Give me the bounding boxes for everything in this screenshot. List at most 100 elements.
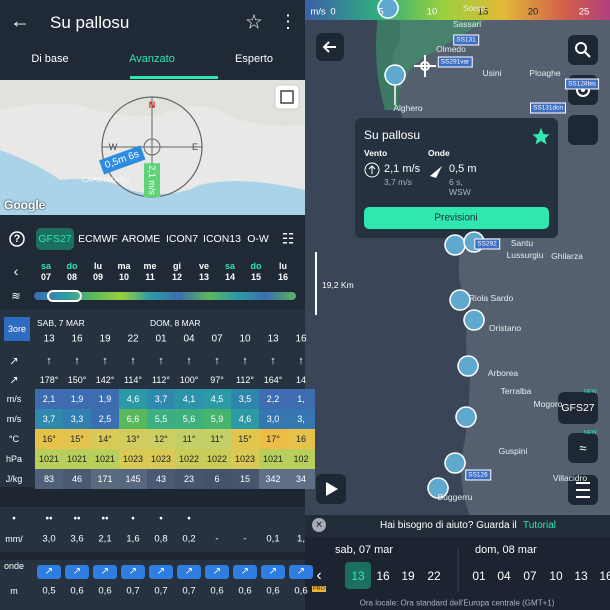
day-date: 13 (198, 272, 210, 282)
cell-value: 1,9 (70, 394, 84, 404)
cell-bg (147, 409, 175, 429)
row-unit: m (10, 586, 18, 596)
prev-button: ‹ (316, 567, 322, 584)
wave-arrow: ↗ (289, 565, 313, 579)
direction-arrow: ↑ (214, 355, 220, 367)
model-tab: AROME (121, 233, 161, 245)
day-name: do (250, 261, 262, 271)
wave-height: 0,7 (126, 585, 140, 597)
popup-wind-title: Vento (364, 148, 388, 158)
help-icon: ? (13, 233, 21, 245)
wave-arrow: ↗ (205, 565, 229, 579)
direction-arrow: ↑ (46, 355, 52, 367)
cell-value: 83 (43, 474, 55, 484)
forecast-button[interactable]: Previsioni (434, 212, 478, 224)
model-button[interactable]: GFS27 (561, 402, 595, 414)
cell-value: 6 (214, 474, 220, 484)
rain-value: 1, (297, 533, 305, 545)
model-tab: ICON7 (165, 233, 199, 245)
compass-west: W (108, 142, 118, 152)
compass-north: N (148, 100, 156, 110)
cell-value: 3,5 (238, 394, 252, 404)
wave-arrow: ↗ (93, 565, 117, 579)
cell-bg (231, 449, 259, 469)
hour: 16 (71, 333, 83, 345)
place-label: Oristano (488, 323, 522, 333)
cell-value: 1021 (66, 454, 88, 464)
cell-bg (287, 429, 315, 449)
tutorial-link[interactable]: Tutorial (523, 520, 556, 531)
day-date: 10 (118, 272, 130, 282)
wave-arrow: ↗ (233, 565, 257, 579)
cell-bg (147, 469, 175, 489)
help-text: Hai bisogno di aiuto? Guarda il (380, 520, 517, 531)
hour: 16 (295, 333, 307, 345)
day-date: 07 (40, 272, 52, 282)
new-badge: NEW (584, 389, 597, 395)
timeline-hour: 19 (401, 569, 415, 583)
direction-degrees: 112° (152, 375, 170, 385)
cell-value: 171 (97, 474, 113, 484)
timeline-hour: 01 (472, 569, 486, 583)
direction-icon: ↗ (9, 374, 19, 387)
day-selector (47, 290, 82, 302)
direction-arrow: ↑ (130, 355, 136, 367)
cell-value: 1021 (262, 454, 284, 464)
cell-bg (91, 449, 119, 469)
cell-value: 3,7 (154, 394, 168, 404)
compass-east: E (191, 142, 199, 152)
place-label: Sassari (452, 19, 482, 29)
day-name: sa (40, 261, 52, 271)
cell-bg (287, 409, 315, 429)
legend-unit: m/s (310, 6, 326, 18)
popup-waves-title: Onde (428, 148, 450, 158)
drop-icon: • (12, 513, 16, 525)
day-name: sa (224, 261, 236, 271)
road-label: SS131dcn (530, 102, 566, 114)
direction-arrow: ↑ (242, 355, 248, 367)
hour: 07 (211, 333, 223, 345)
rain-drops: • (187, 513, 191, 525)
cell-value: 2,1 (42, 394, 56, 404)
direction-arrow: ↑ (298, 355, 304, 367)
popup-wave: 0,5 m (449, 163, 477, 175)
legend-tick: 25 (578, 6, 590, 18)
legend-tick: 10 (426, 6, 438, 18)
cell-bg (231, 389, 259, 409)
row-unit: m/s (6, 414, 22, 424)
cell-value: 145 (125, 474, 141, 484)
cell-value: 11° (182, 434, 196, 444)
cell-bg (203, 409, 231, 429)
rain-drops: •• (101, 513, 109, 525)
cell-bg (91, 469, 119, 489)
wave-height: 0,6 (210, 585, 224, 597)
place-label: Villacidro (552, 473, 588, 483)
timezone-note: Ora locale: Ora standard dell'Europa cen… (359, 598, 555, 608)
rain-value: 0,8 (154, 533, 168, 545)
rain-drops: • (131, 513, 135, 525)
cell-bg (175, 429, 203, 449)
model-tab: GFS27 (38, 233, 72, 245)
cell-bg (63, 469, 91, 489)
cell-bg (119, 409, 147, 429)
cell-value: 1021 (38, 454, 60, 464)
popup-period: 6 s, (449, 177, 463, 187)
rain-drops: • (159, 513, 163, 525)
legend-tick: 20 (527, 6, 539, 18)
wave-arrow: ↗ (65, 565, 89, 579)
settings-icon: ☷ (281, 230, 295, 247)
day-name: lu (279, 261, 287, 271)
legend-tick: 5 (378, 6, 384, 18)
cell-value: 1023 (122, 454, 144, 464)
cell-bg (175, 469, 203, 489)
color-strip (34, 292, 296, 300)
direction-degrees: 97° (210, 375, 224, 385)
wave-height: 0,6 (266, 585, 280, 597)
rain-value: 1,6 (126, 533, 140, 545)
model-tab: ECMWF (78, 233, 118, 245)
hour: 13 (43, 333, 55, 345)
place-label: Ploaghe (529, 68, 561, 78)
road-label: SS291var (437, 56, 473, 68)
cell-value: 4,6 (238, 414, 252, 424)
direction-degrees: 142° (95, 375, 115, 385)
